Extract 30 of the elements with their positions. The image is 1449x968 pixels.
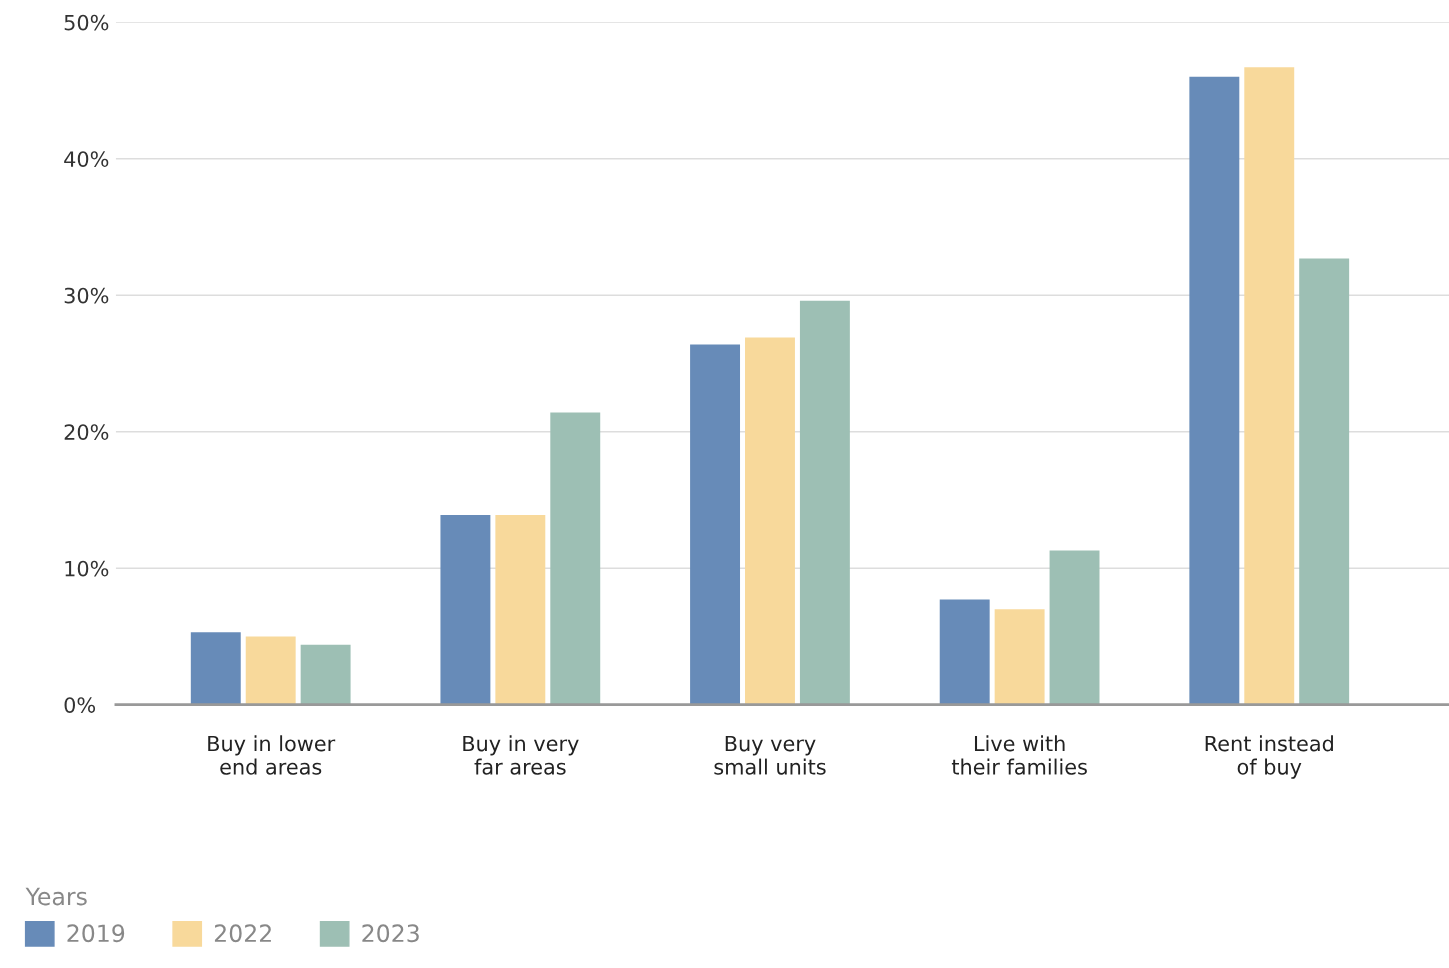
bar bbox=[440, 514, 491, 705]
x-tick-label: Rent instead of buy bbox=[1205, 735, 1333, 779]
legend-label: 2019 bbox=[67, 924, 125, 943]
bar bbox=[745, 337, 795, 705]
bar bbox=[1189, 76, 1240, 705]
bar bbox=[550, 412, 601, 705]
y-tick-label: 0% bbox=[64, 697, 96, 713]
y-tick-label: 30% bbox=[64, 287, 109, 304]
x-tick-label: Live with their families bbox=[951, 735, 1087, 775]
legend-label: 2023 bbox=[362, 924, 419, 943]
bar bbox=[1049, 550, 1100, 705]
y-tick-label: 50% bbox=[64, 14, 109, 31]
bar bbox=[1244, 67, 1295, 705]
bar bbox=[939, 599, 990, 705]
bar bbox=[994, 609, 1045, 705]
legend-label: 2022 bbox=[214, 924, 271, 943]
x-tick-label: Buy very small units bbox=[714, 735, 826, 775]
legend-title: Years bbox=[25, 887, 87, 906]
y-tick-label: 20% bbox=[64, 424, 109, 440]
bar bbox=[245, 636, 296, 705]
x-tick-label: Buy in lower end areas bbox=[208, 735, 336, 775]
bar bbox=[190, 632, 241, 705]
bar bbox=[690, 344, 741, 705]
y-tick-label: 10% bbox=[65, 560, 109, 577]
x-tick-label: Buy in very far areas bbox=[463, 735, 579, 775]
y-tick-label: 40% bbox=[64, 151, 109, 167]
bar bbox=[495, 514, 546, 705]
bar bbox=[300, 644, 351, 705]
bar bbox=[799, 300, 850, 705]
bar bbox=[1299, 258, 1350, 705]
